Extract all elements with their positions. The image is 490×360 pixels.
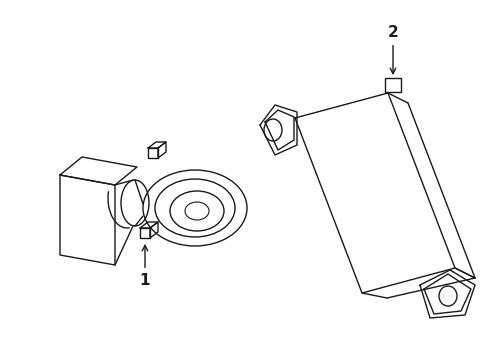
Text: 1: 1: [140, 245, 150, 288]
Text: 2: 2: [388, 25, 398, 74]
